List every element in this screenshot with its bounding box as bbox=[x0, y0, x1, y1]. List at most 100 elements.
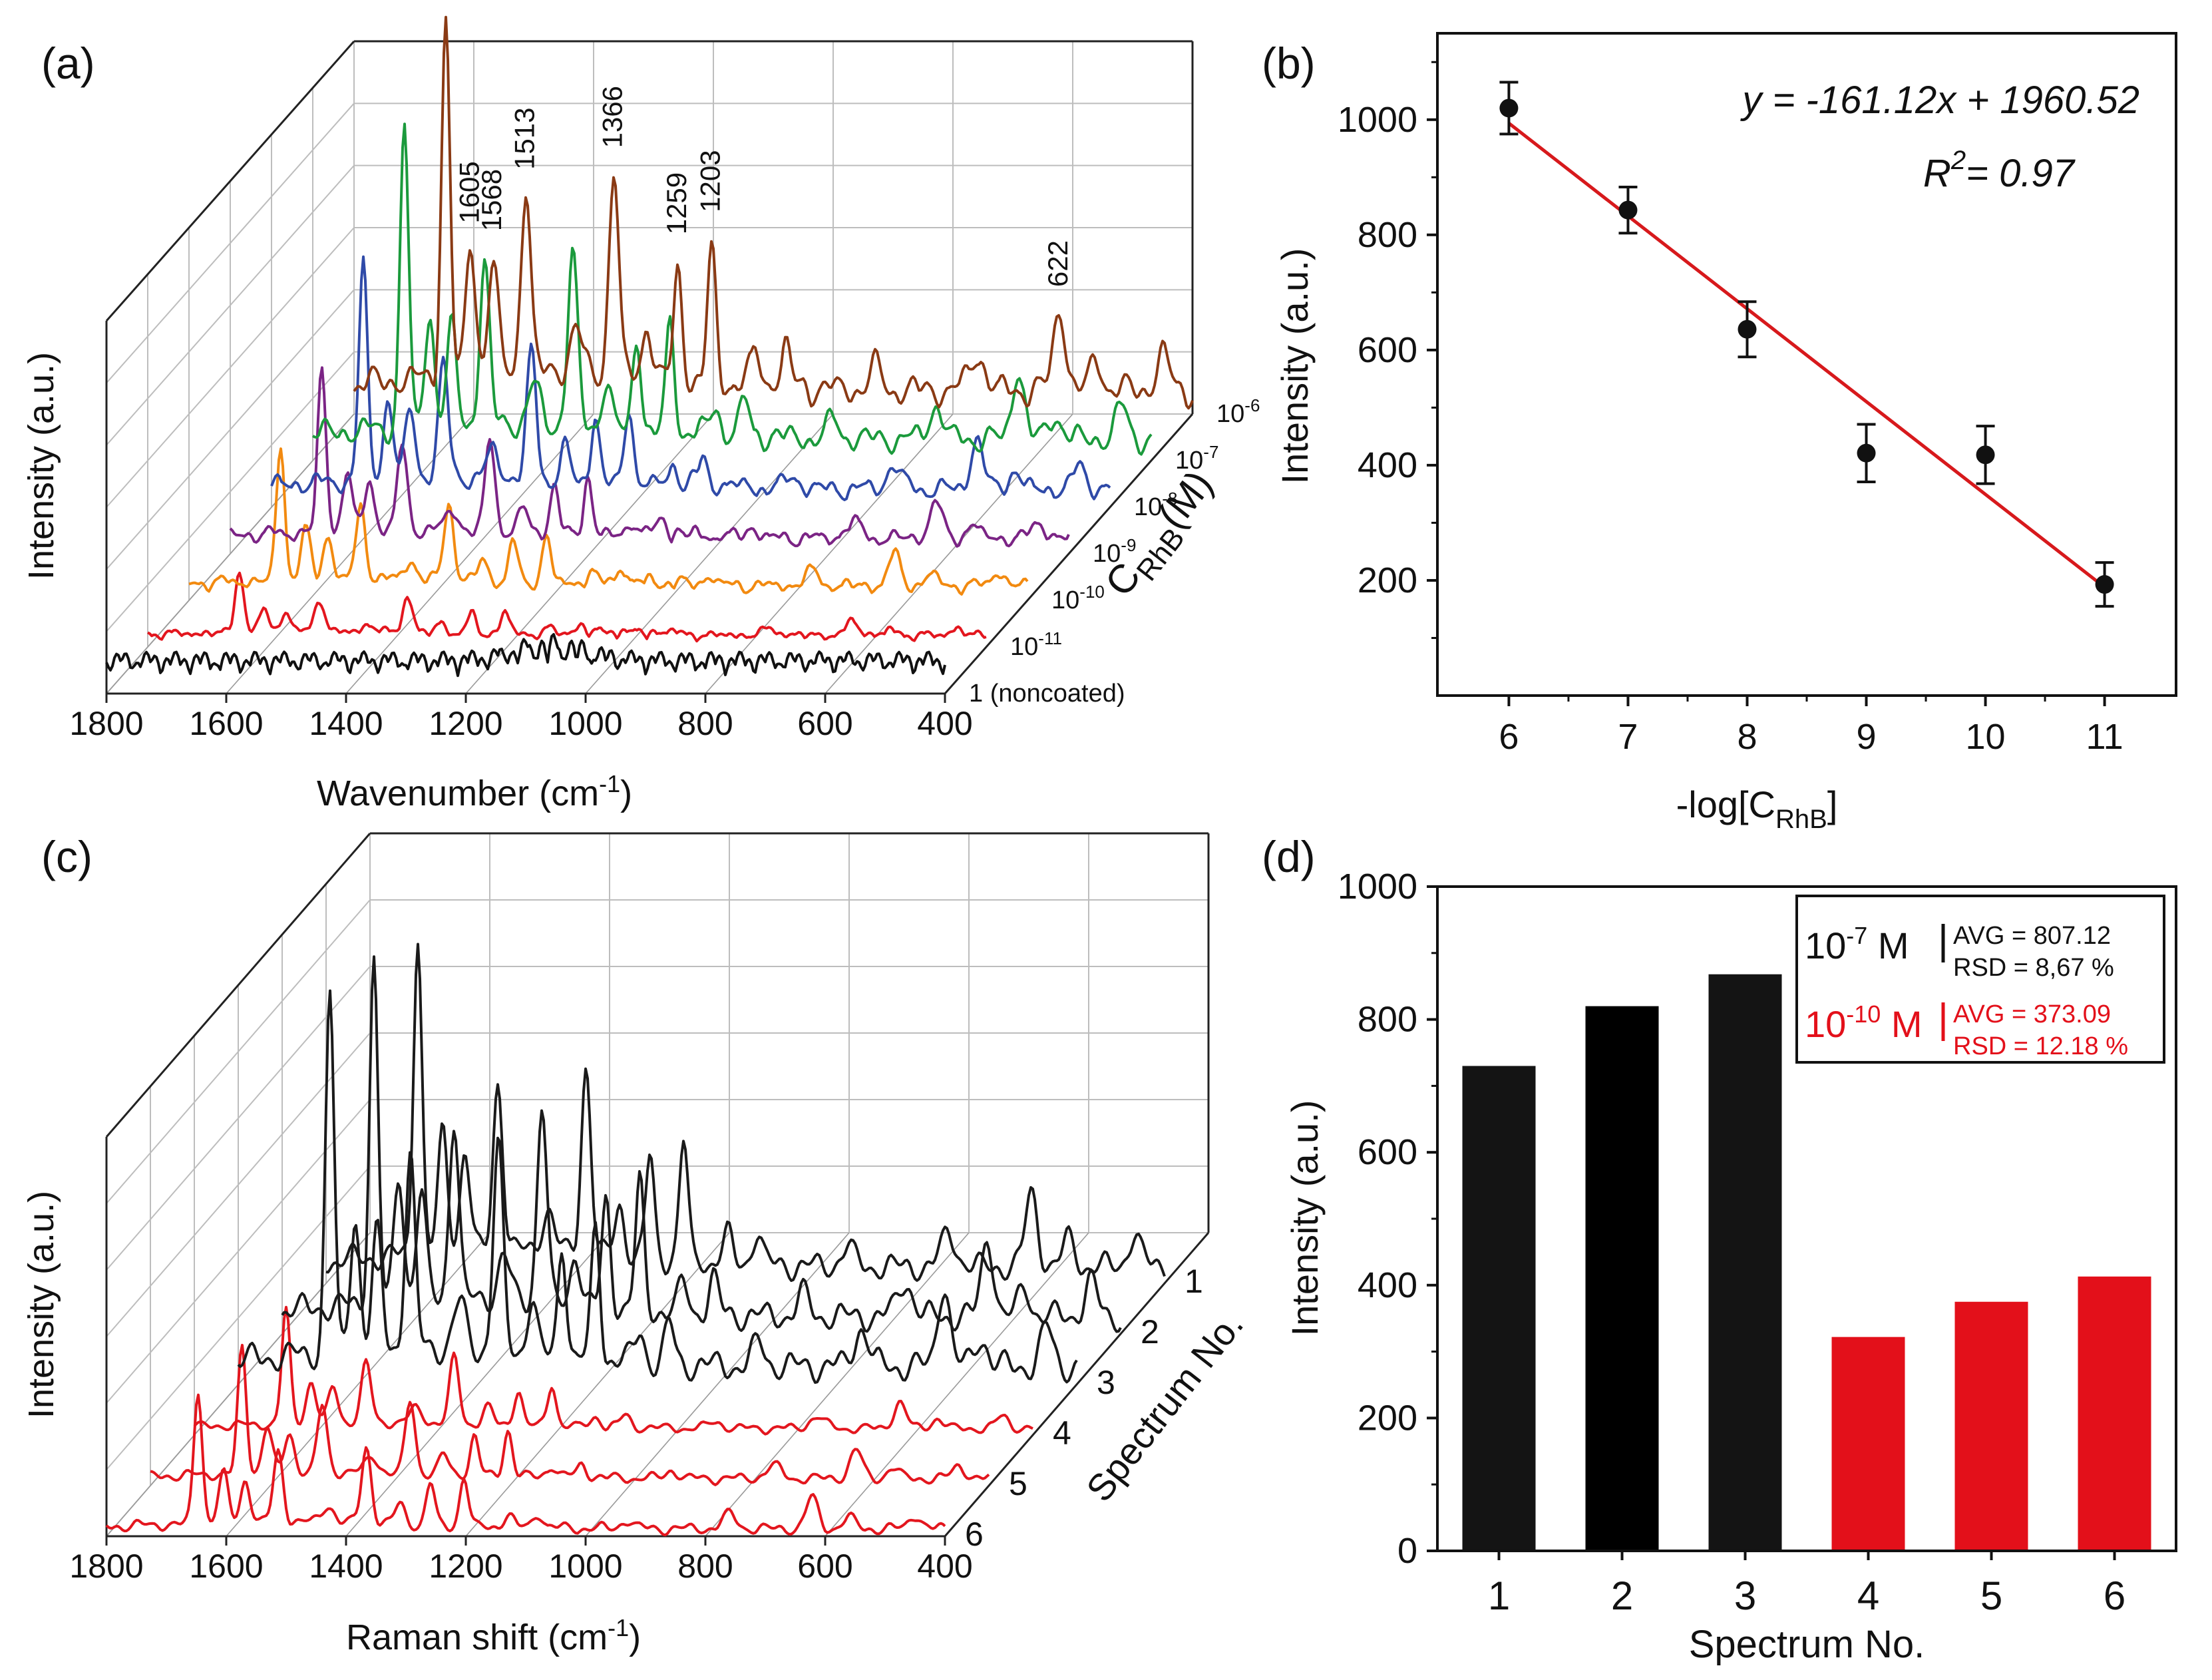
panel-label-c: (c) bbox=[41, 832, 92, 881]
x-axis-label-a-part-0: Wavenumber (cm bbox=[317, 773, 599, 813]
data-point bbox=[1976, 445, 1995, 465]
x-axis-label-a-part-2: ) bbox=[620, 773, 632, 813]
peak-label-1568: 1568 bbox=[476, 169, 507, 231]
depth-label-10-11: 10-11 bbox=[1010, 628, 1062, 661]
x-tick-label-d: 5 bbox=[1980, 1574, 2002, 1618]
depth-label-1: 1 bbox=[1185, 1263, 1203, 1300]
panel-b: (b) 6 7 8 9 10 11 200 400 600 800 1000 y = -161.12x … bbox=[1262, 32, 2177, 834]
x-tick-label: 1400 bbox=[309, 1548, 383, 1585]
x-tick-label-b: 9 bbox=[1856, 717, 1876, 757]
x-tick-label: 400 bbox=[917, 1548, 972, 1585]
legend-conc-1: 10-10 M bbox=[1805, 1000, 1923, 1045]
panel-label-d: (d) bbox=[1262, 832, 1316, 881]
depth-axis-label-c: Spectrum No. bbox=[1078, 1304, 1251, 1510]
floor-grid-line bbox=[345, 413, 594, 694]
bar-4 bbox=[1831, 1337, 1905, 1551]
depth-label-10-6-part-0: 10 bbox=[1216, 400, 1244, 428]
depth-label-10-10: 10-10 bbox=[1051, 582, 1105, 614]
x-axis-label-c-part-0: Raman shift (cm bbox=[346, 1617, 608, 1657]
plot-frame-b bbox=[1436, 32, 2177, 697]
x-axis-label-b-part-2: ] bbox=[1827, 783, 1838, 825]
depth-label-5: 5 bbox=[1009, 1465, 1027, 1502]
x-tick-label-d: 6 bbox=[2104, 1574, 2125, 1618]
depth-label-10-7: 10-7 bbox=[1175, 442, 1218, 475]
x-axis-label-b-part-1: RhB bbox=[1775, 805, 1827, 834]
spectrum-line-10-9 bbox=[229, 366, 1070, 548]
depth-axis-label-a-part-2: (M) bbox=[1149, 462, 1221, 536]
depth-label-10-7-part-1: -7 bbox=[1203, 442, 1218, 462]
panel-label-a: (a) bbox=[41, 39, 95, 88]
x-axis-label-a-part-1: -1 bbox=[599, 770, 620, 797]
x-tick-label: 800 bbox=[677, 1548, 733, 1585]
x-tick-label: 600 bbox=[797, 1548, 852, 1585]
spectrum-line-4 bbox=[193, 1305, 1033, 1436]
x-axis-label-c-part-1: -1 bbox=[608, 1614, 629, 1641]
spectrum-line-10-11 bbox=[147, 571, 987, 643]
legend-conc-0-part-2: M bbox=[1867, 925, 1909, 966]
x-tick-label: 1000 bbox=[548, 1548, 622, 1585]
x-axis-label-c-part-2: ) bbox=[629, 1617, 641, 1657]
depth-label-2: 2 bbox=[1141, 1313, 1159, 1351]
y-tick-label-d: 0 bbox=[1397, 1531, 1417, 1571]
y-tick-label-d: 600 bbox=[1358, 1132, 1417, 1172]
depth-label-4: 4 bbox=[1053, 1414, 1071, 1452]
spectrum-line-10-10 bbox=[188, 447, 1029, 596]
spectrum-line-2 bbox=[281, 955, 1122, 1333]
x-tick-label-b: 7 bbox=[1618, 717, 1638, 757]
spectrum-line-3 bbox=[237, 989, 1078, 1384]
x-axis-label-a: Wavenumber (cm-1) bbox=[317, 770, 632, 813]
depth-label-10-9: 10-9 bbox=[1093, 535, 1136, 568]
x-tick-label-b: 6 bbox=[1499, 717, 1519, 757]
y-tick-label-b: 1000 bbox=[1338, 100, 1417, 140]
fit-equation: y = -161.12x + 1960.52 bbox=[1740, 79, 2139, 122]
r-squared-part-1: 2 bbox=[1950, 146, 1966, 175]
depth-label-10-11-part-0: 10 bbox=[1010, 633, 1038, 661]
peak-label-1203: 1203 bbox=[694, 150, 725, 212]
y-axis-label-b: Intensity (a.u.) bbox=[1274, 248, 1316, 485]
y-tick-label-b: 800 bbox=[1358, 215, 1417, 255]
x-tick-label: 1200 bbox=[429, 705, 502, 742]
y-tick-label-b: 400 bbox=[1358, 445, 1417, 485]
bar-6 bbox=[2078, 1276, 2151, 1551]
x-tick-label-b: 10 bbox=[1966, 717, 2006, 757]
bar-5 bbox=[1954, 1301, 2028, 1551]
frame-top-left bbox=[105, 833, 371, 1138]
depth-axis-label-a: CRhB(M) bbox=[1096, 462, 1228, 610]
depth-label-10-9-part-1: -9 bbox=[1121, 535, 1136, 555]
depth-label-10-11-part-1: -11 bbox=[1038, 628, 1062, 648]
legend-rsd-1: RSD = 12.18 % bbox=[1953, 1032, 2128, 1060]
x-tick-label: 1800 bbox=[69, 1548, 143, 1585]
data-point bbox=[1499, 99, 1519, 118]
depth-label-10-6-part-1: -6 bbox=[1244, 395, 1260, 415]
r-squared-part-0: R bbox=[1923, 152, 1951, 195]
x-axis-label-c: Raman shift (cm-1) bbox=[346, 1614, 641, 1657]
x-tick-label: 1800 bbox=[69, 705, 143, 742]
spectrum-line-1 bbox=[325, 943, 1166, 1282]
x-tick-label-d: 2 bbox=[1611, 1574, 1633, 1618]
floor-grid-line bbox=[705, 413, 954, 694]
legend-box bbox=[1795, 895, 2165, 1064]
legend-avg-0: AVG = 807.12 bbox=[1953, 922, 2111, 950]
x-tick-label-b: 8 bbox=[1737, 717, 1757, 757]
bar-2 bbox=[1585, 1006, 1659, 1551]
floor-grid-line bbox=[465, 413, 714, 694]
depth-label-10-8-part-0: 10 bbox=[1134, 493, 1162, 521]
floor-grid-line bbox=[825, 1232, 1089, 1537]
x-axis-label-b-part-0: -log[C bbox=[1676, 783, 1775, 825]
r-squared-part-2: = 0.97 bbox=[1966, 152, 2076, 195]
depth-label-10-6: 10-6 bbox=[1216, 395, 1260, 428]
peak-label-1259: 1259 bbox=[661, 172, 692, 234]
floor-grid-line bbox=[825, 413, 1073, 694]
spectrum-line-5 bbox=[150, 1343, 990, 1486]
x-tick-label: 600 bbox=[797, 705, 852, 742]
y-tick-label-b: 200 bbox=[1358, 560, 1417, 600]
depth-label-3: 3 bbox=[1097, 1364, 1115, 1401]
floor-grid-line bbox=[585, 413, 834, 694]
legend-rsd-0: RSD = 8,67 % bbox=[1953, 954, 2114, 982]
data-point bbox=[2095, 575, 2114, 594]
legend-avg-1: AVG = 373.09 bbox=[1953, 1000, 2111, 1028]
